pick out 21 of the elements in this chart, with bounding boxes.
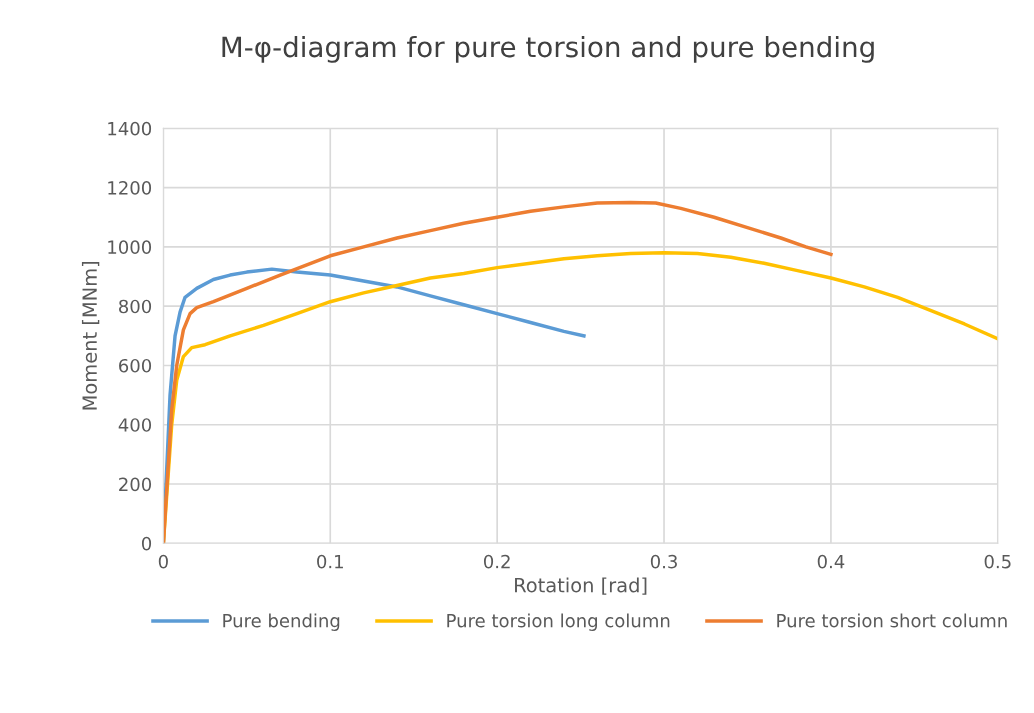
x-tick-label: 0.2 — [483, 554, 510, 569]
x-tick-label: 0.5 — [984, 554, 1011, 569]
x-tick-label: 0.3 — [650, 554, 677, 569]
y-tick-label: 0 — [141, 536, 152, 551]
y-axis-title: Moment [MNm] — [81, 261, 100, 410]
y-tick-label: 200 — [119, 477, 152, 492]
y-tick-label: 600 — [119, 358, 152, 373]
y-tick-label: 1400 — [108, 121, 152, 136]
legend-label: Pure torsion short column — [777, 613, 1007, 628]
x-tick-label: 0 — [158, 554, 168, 569]
y-tick-label: 1200 — [108, 181, 152, 195]
legend-label: Pure bending — [223, 613, 340, 631]
line-series — [163, 200, 833, 544]
y-tick-label: 800 — [119, 299, 152, 314]
legend-label: Pure torsion long column — [447, 613, 670, 631]
y-tick-label: 400 — [118, 418, 152, 432]
chart-title: M-φ-diagram for pure torsion and pure bending — [222, 35, 874, 63]
x-tick-label: 0.4 — [817, 554, 845, 569]
x-axis-title: Rotation [rad] — [515, 577, 647, 595]
y-tick-label: 1000 — [108, 240, 152, 255]
x-tick-label: 0.1 — [317, 554, 343, 569]
